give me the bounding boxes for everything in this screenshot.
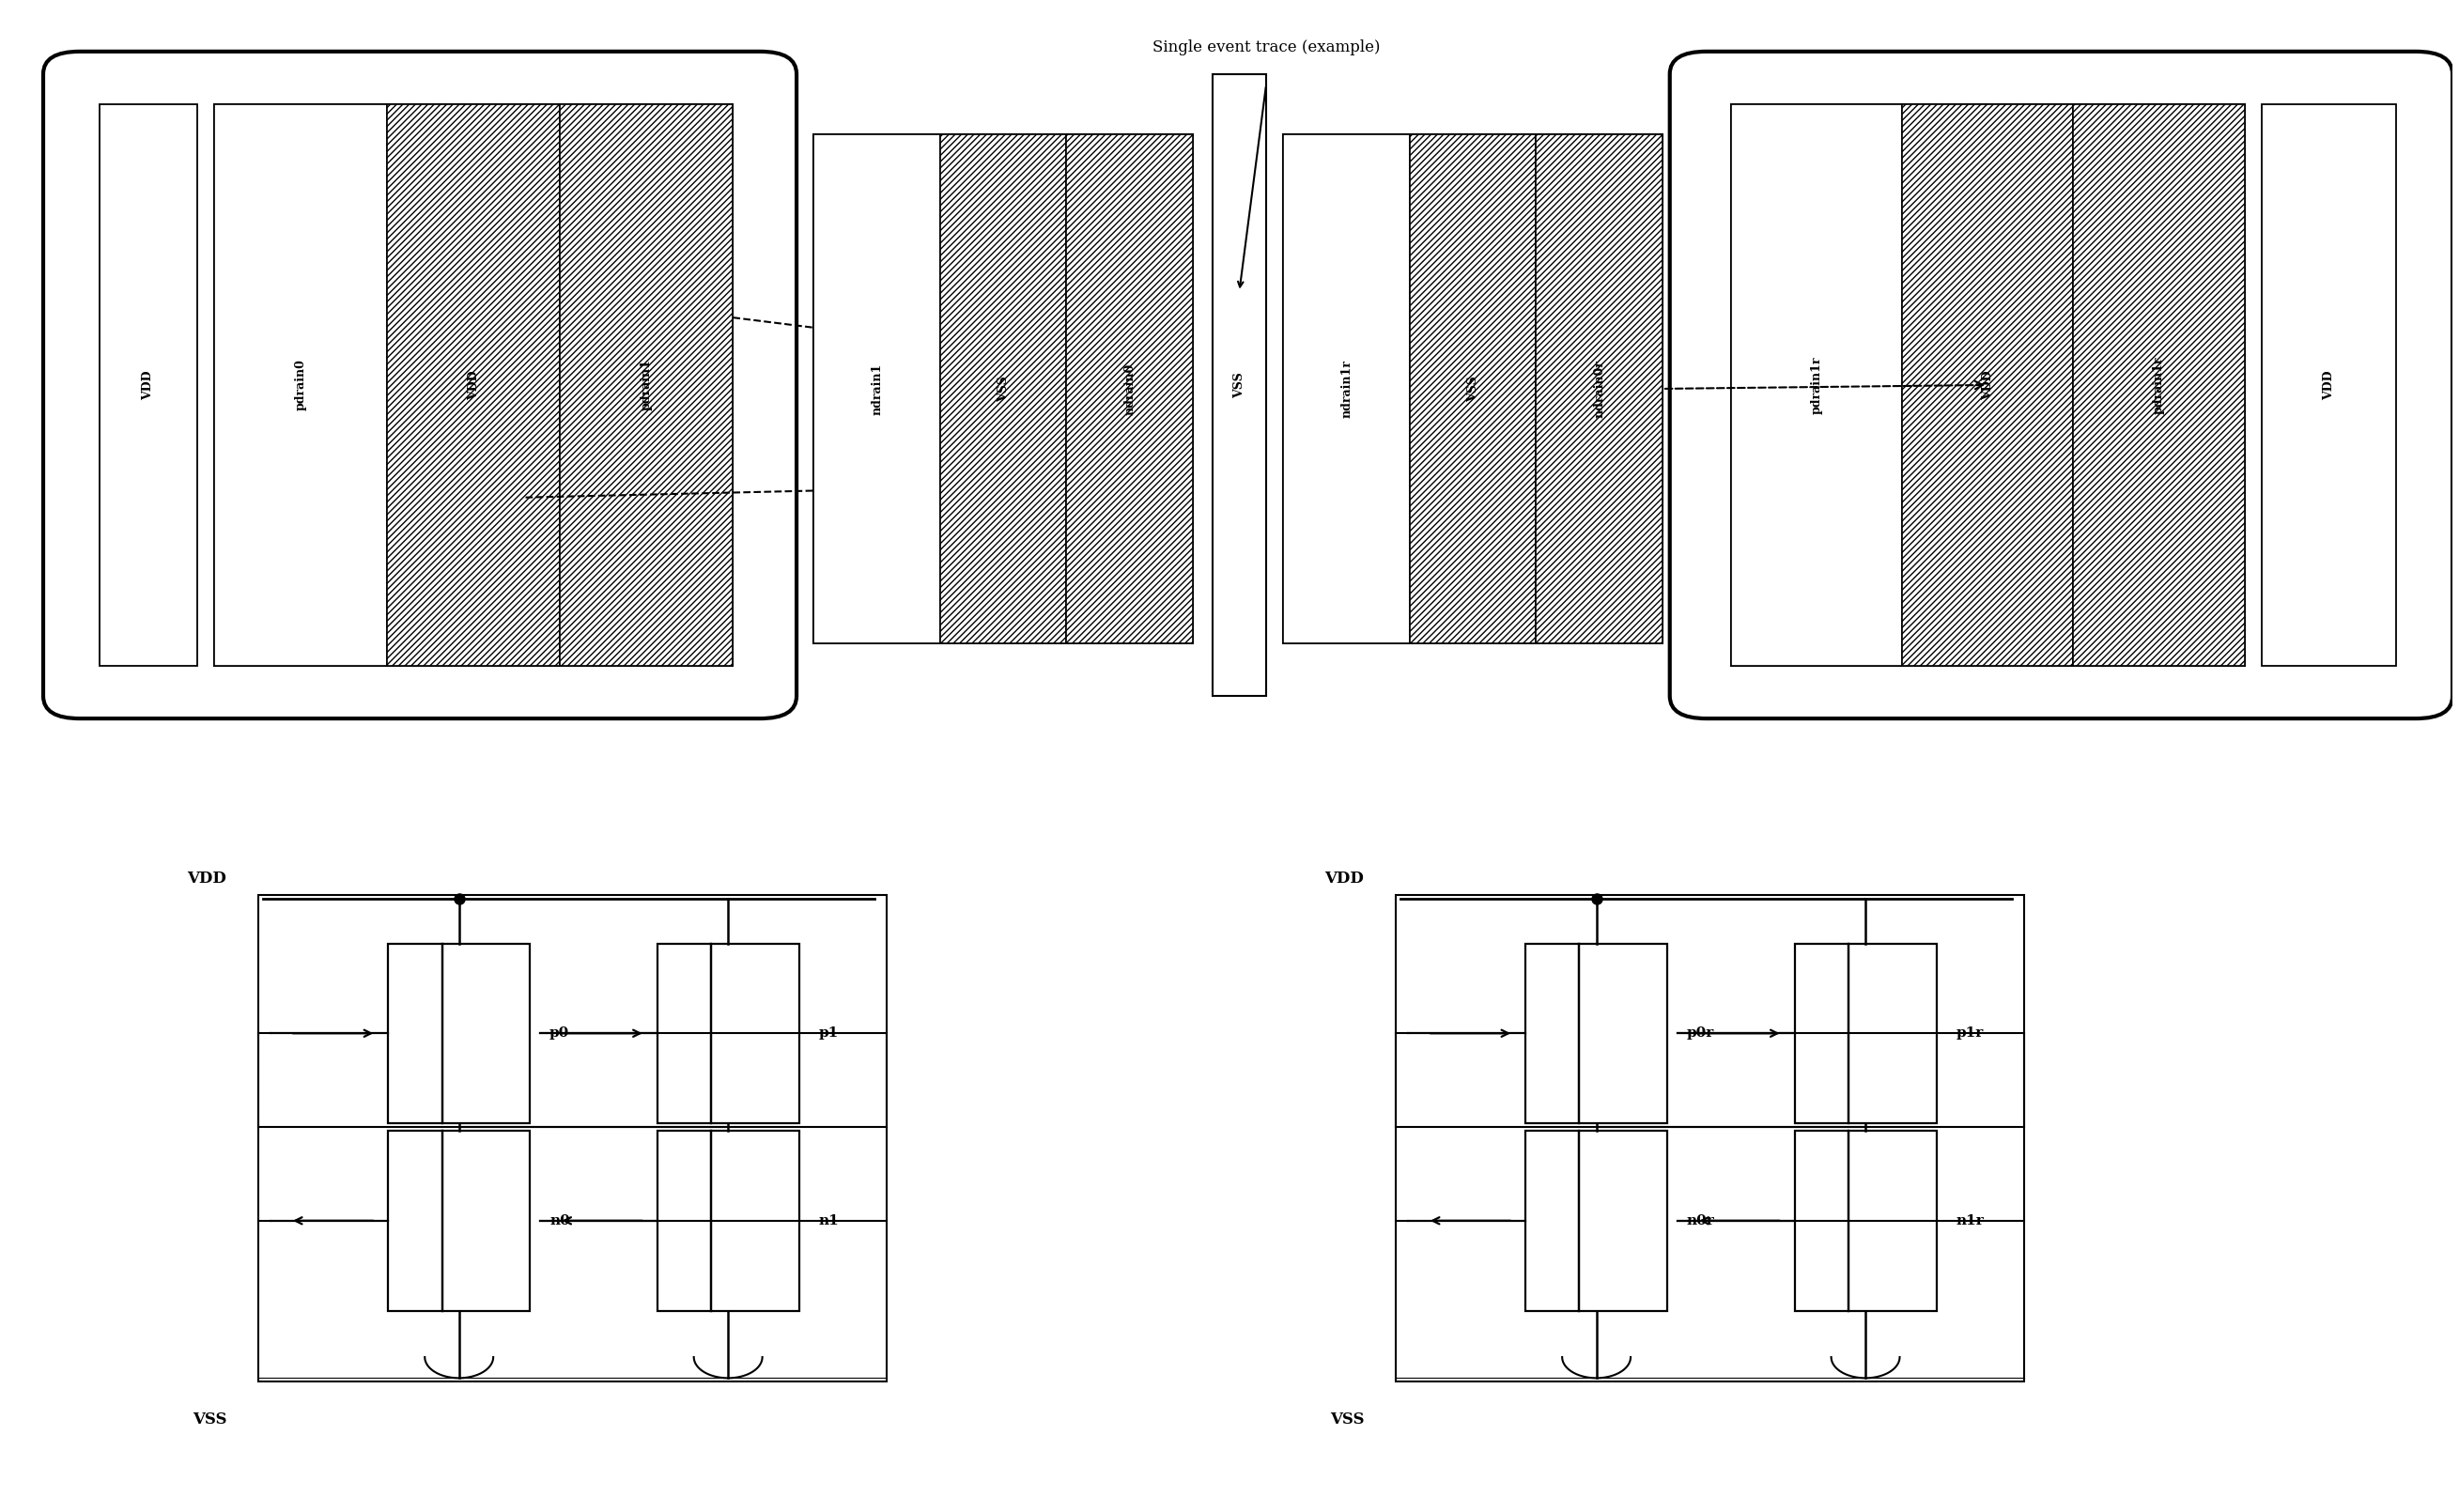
- Text: n0: n0: [548, 1214, 570, 1228]
- Text: pdrain1r: pdrain1r: [2154, 357, 2164, 414]
- Text: ndrain0: ndrain0: [1124, 363, 1136, 414]
- Text: Single event trace (example): Single event trace (example): [1153, 39, 1379, 56]
- FancyBboxPatch shape: [1670, 51, 2452, 718]
- FancyBboxPatch shape: [44, 51, 797, 718]
- Bar: [657, 1131, 799, 1311]
- Text: VSS: VSS: [1330, 1411, 1365, 1427]
- Bar: [1284, 135, 1409, 644]
- Text: VSS: VSS: [1466, 375, 1478, 402]
- Text: VSS: VSS: [1232, 372, 1244, 398]
- Bar: [1409, 135, 1537, 644]
- Bar: [389, 1131, 531, 1311]
- Bar: [1537, 135, 1662, 644]
- Bar: [1525, 1131, 1667, 1311]
- Text: pdrain0: pdrain0: [295, 360, 307, 411]
- Bar: [657, 943, 799, 1123]
- Text: n0r: n0r: [1687, 1214, 1714, 1228]
- Bar: [1525, 943, 1667, 1123]
- Bar: [389, 943, 531, 1123]
- Bar: [939, 135, 1067, 644]
- Text: p1: p1: [819, 1027, 839, 1040]
- Text: ndrain1r: ndrain1r: [1340, 360, 1352, 417]
- Bar: [1397, 895, 2024, 1380]
- Text: VDD: VDD: [467, 370, 480, 399]
- Text: pdrain1: pdrain1: [639, 360, 652, 411]
- Bar: [1284, 135, 1662, 644]
- Bar: [814, 135, 939, 644]
- Text: p1r: p1r: [1955, 1027, 1984, 1040]
- Text: VDD: VDD: [1982, 370, 1994, 399]
- Text: ndrain1: ndrain1: [870, 363, 883, 414]
- Text: n1: n1: [819, 1214, 839, 1228]
- Text: p0r: p0r: [1687, 1027, 1714, 1040]
- Bar: [1795, 1131, 1935, 1311]
- Bar: [1903, 104, 2073, 667]
- Text: ndrain0r: ndrain0r: [1593, 360, 1606, 417]
- Text: VSS: VSS: [998, 375, 1008, 402]
- Bar: [1731, 104, 1903, 667]
- Bar: [814, 135, 1193, 644]
- Text: n1r: n1r: [1955, 1214, 1984, 1228]
- Text: VDD: VDD: [1325, 871, 1365, 886]
- Bar: [1212, 74, 1266, 696]
- Bar: [386, 104, 561, 667]
- Bar: [214, 104, 733, 667]
- Bar: [2262, 104, 2395, 667]
- Bar: [258, 895, 888, 1380]
- Text: VSS: VSS: [192, 1411, 226, 1427]
- Bar: [98, 104, 197, 667]
- Bar: [1795, 943, 1935, 1123]
- Text: pdrain1r: pdrain1r: [1810, 357, 1822, 414]
- Text: VDD: VDD: [2324, 370, 2336, 399]
- Text: VDD: VDD: [187, 871, 226, 886]
- Bar: [1731, 104, 2245, 667]
- Bar: [1067, 135, 1193, 644]
- Bar: [2073, 104, 2245, 667]
- Text: p0: p0: [548, 1027, 570, 1040]
- Bar: [214, 104, 386, 667]
- Bar: [561, 104, 733, 667]
- Text: VDD: VDD: [143, 370, 155, 399]
